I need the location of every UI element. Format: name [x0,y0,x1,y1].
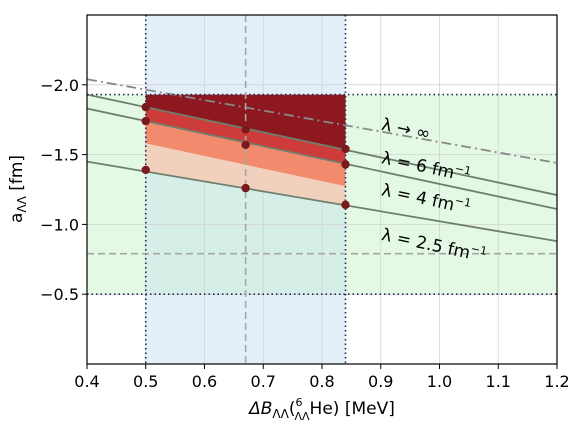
marker-3 [241,125,250,134]
x-tick-label-2: 0.6 [192,372,217,391]
y-axis-label-sub: ΛΛ [15,195,29,212]
x-axis-label-sub: ΛΛ [272,407,289,421]
x-tick-label-0: 0.4 [74,372,99,391]
marker-4 [241,140,250,150]
x-axis-label-sub2: ΛΛ [294,410,310,423]
marker-6 [341,144,350,154]
x-tick-label-4: 0.8 [309,372,334,391]
x-tick-label-5: 0.9 [368,372,393,391]
x-tick-label-3: 0.7 [251,372,276,391]
region-dark [145,94,346,150]
y-axis-label-main: a [7,213,27,223]
marker-1 [141,116,150,126]
series-line-3 [87,160,557,243]
y-tick-label-0: −2.0 [40,76,79,95]
x-tick-label-1: 0.5 [133,372,158,391]
x-tick-label-8: 1.2 [544,372,569,391]
x-axis-label: ΔBΛΛ(6 ΛΛHe) [MeV] [247,396,395,423]
y-axis-label: aΛΛ [fm] [7,155,29,223]
marker-8 [341,200,350,210]
curve-label-sup-3: −1 [470,242,489,258]
y-tick-label-1: −1.5 [40,146,79,165]
x-tick-label-7: 1.1 [486,372,511,391]
marker-0 [141,102,150,112]
y-tick-label-3: −0.5 [40,285,79,304]
y-tick-label-2: −1.0 [40,215,79,234]
x-axis-label-paren: ( [289,399,296,419]
x-axis-label-sup: 6 [295,396,302,409]
curve-label-sup-1: −1 [454,162,473,178]
marker-2 [141,165,150,175]
y-axis-label-unit: [fm] [7,155,27,196]
marker-7 [341,160,350,169]
ticks: 0.4 0.5 0.6 0.7 0.8 0.9 1.0 1.1 1.2 −2.0 −1.5 −1.0 −… [40,76,570,391]
x-axis-label-main: ΔB [247,399,272,419]
marker-5 [241,183,250,193]
x-axis-label-he: He) [MeV] [310,399,395,419]
region-red [145,107,346,164]
plot-area [87,15,557,364]
series-line-1 [87,93,557,196]
series-line-2 [87,107,557,210]
x-tick-label-6: 1.0 [427,372,452,391]
curve-label-sup-2: −1 [454,194,473,210]
